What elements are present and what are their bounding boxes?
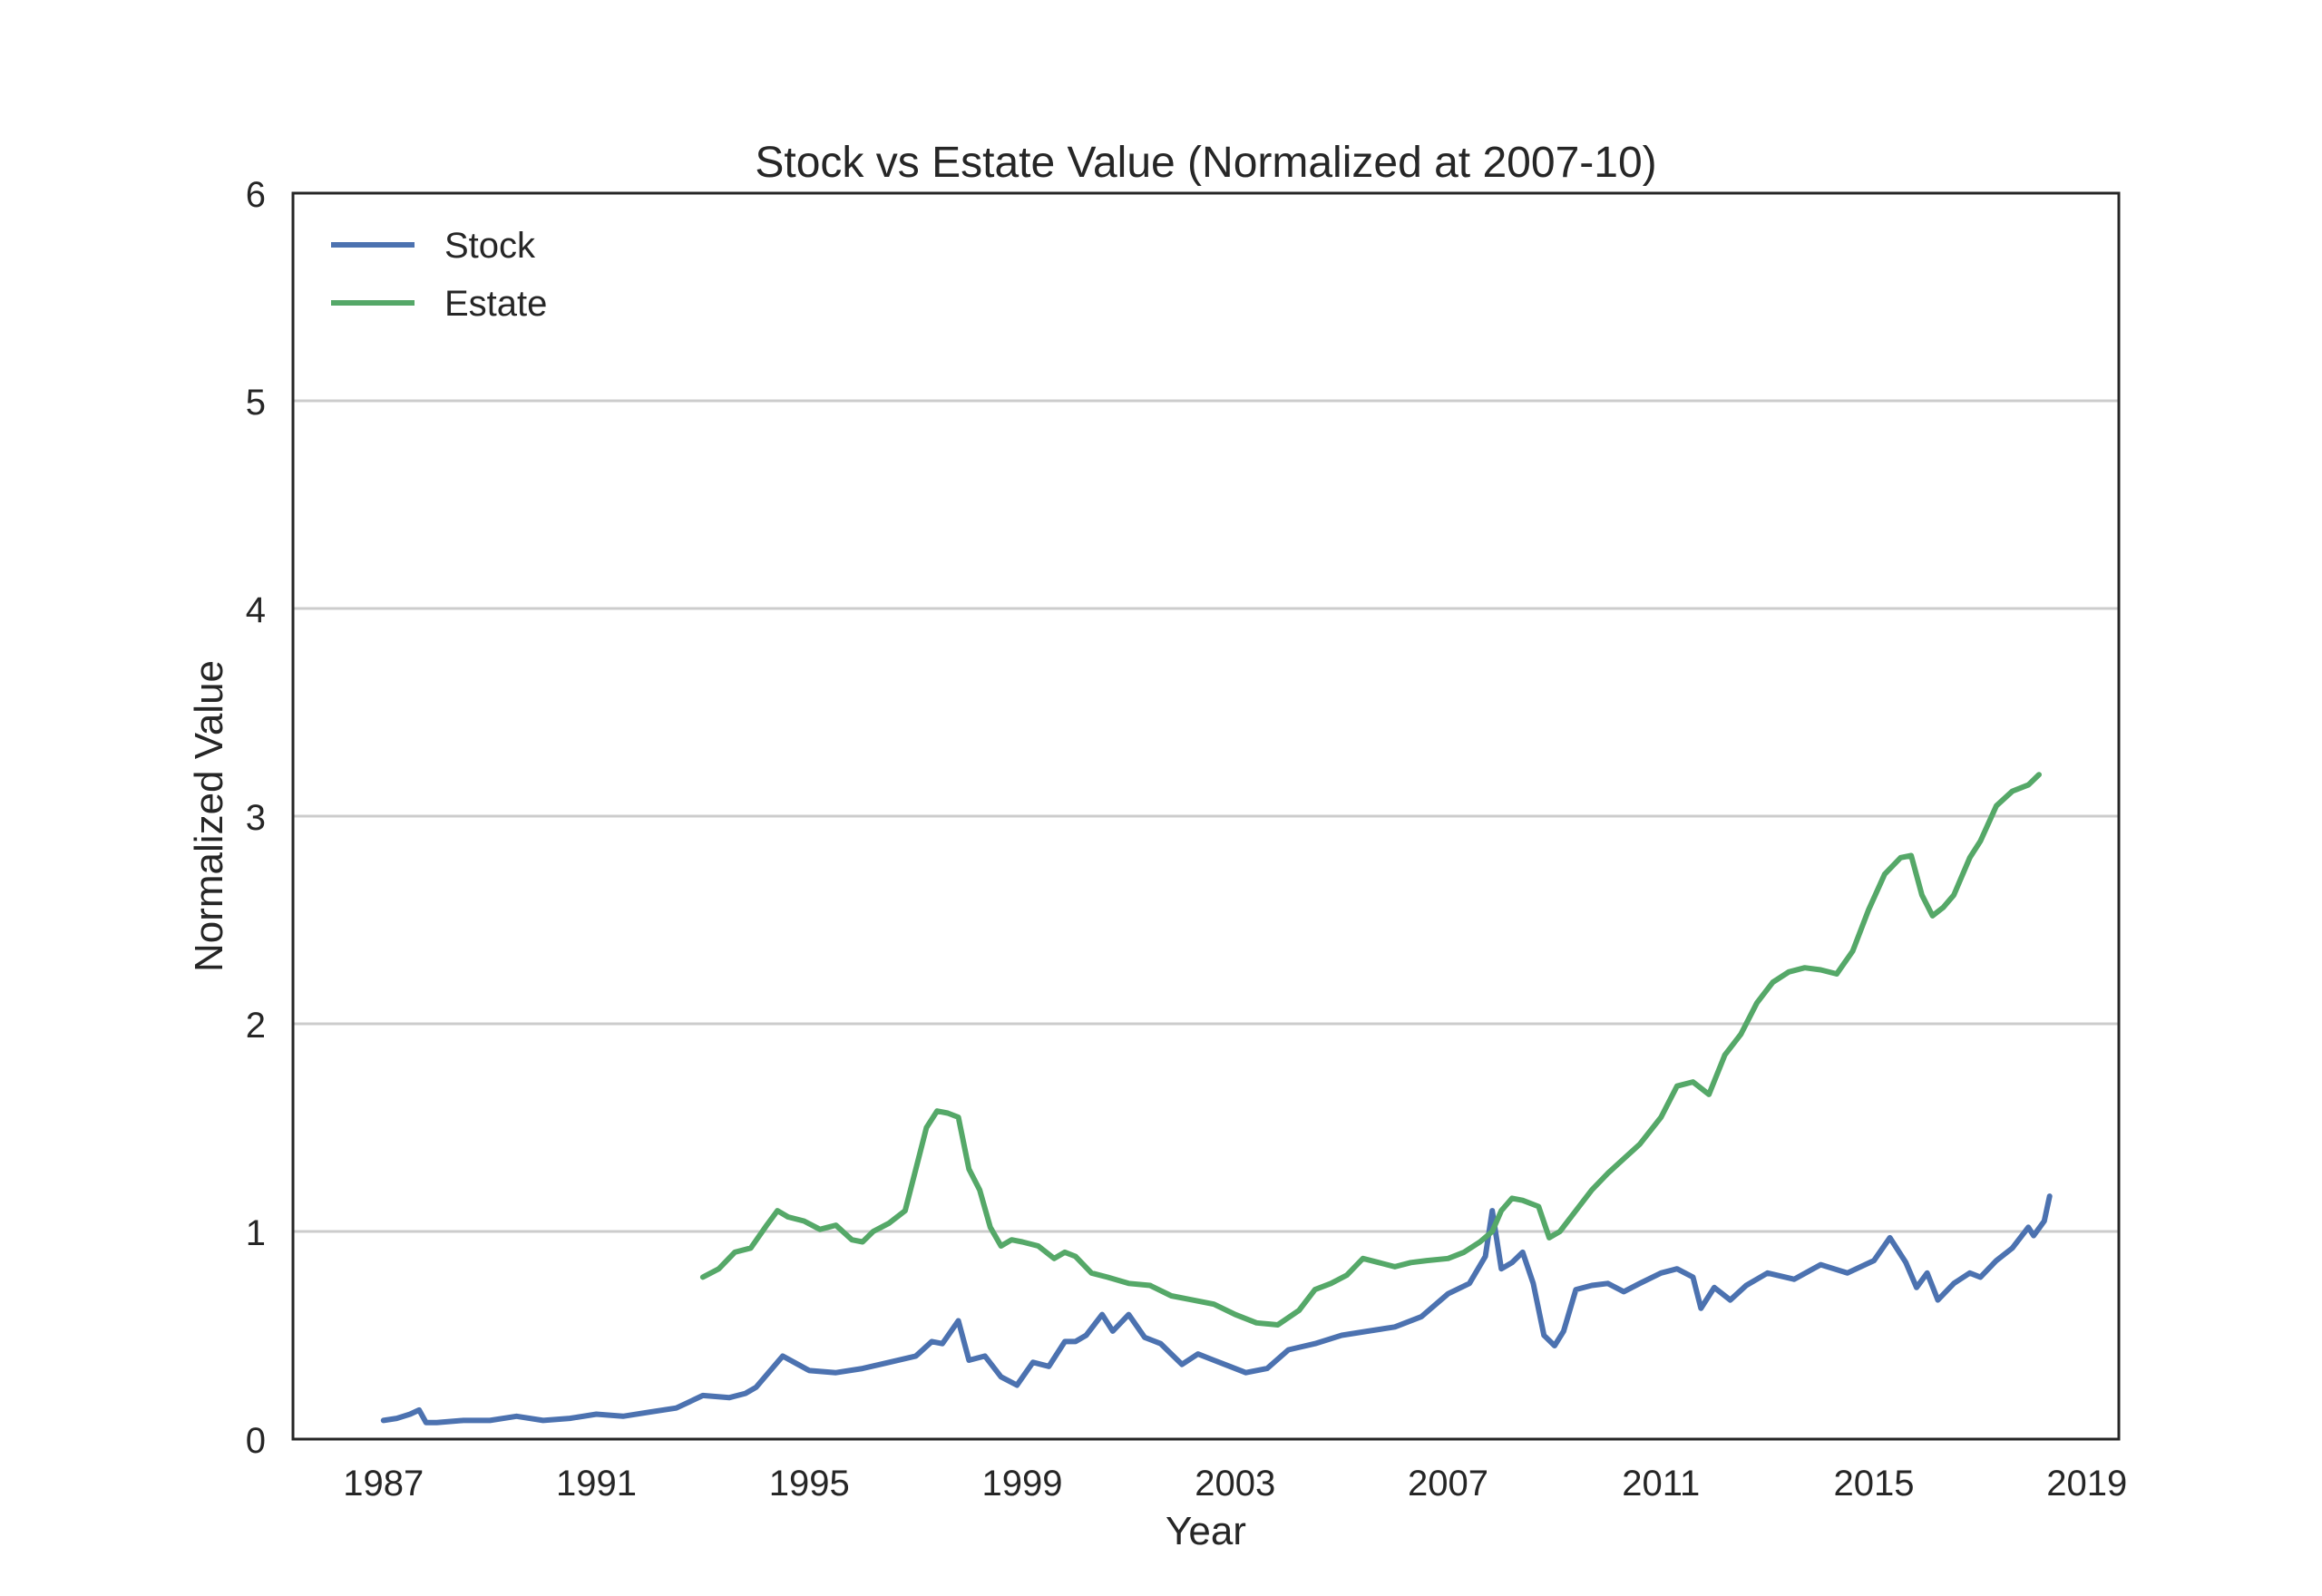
y-tick-label: 5 (246, 383, 266, 423)
y-tick-label: 2 (246, 1006, 266, 1046)
x-tick-label: 2007 (1408, 1464, 1488, 1504)
y-tick-label: 4 (246, 590, 266, 630)
series-line-estate (699, 772, 2042, 1328)
x-tick-label: 2015 (1834, 1464, 1915, 1504)
x-tick-label: 1999 (982, 1464, 1063, 1504)
grid-lines (293, 399, 2119, 1233)
x-tick-label: 2019 (2046, 1464, 2127, 1504)
series-lines (380, 772, 2053, 1426)
x-tick-label: 2011 (1622, 1464, 1700, 1504)
series-line-stock (380, 1193, 2053, 1426)
chart-title: Stock vs Estate Value (Normalized at 200… (755, 139, 1656, 187)
x-axis-label: Year (1166, 1509, 1246, 1553)
y-tick-label: 6 (246, 175, 266, 215)
plot-frame (291, 191, 2121, 1441)
x-tick-label: 1987 (343, 1464, 424, 1504)
y-axis: 0 1 2 3 4 5 6 (246, 175, 266, 1461)
legend-label-estate: Estate (444, 284, 547, 324)
x-tick-label: 1995 (769, 1464, 850, 1504)
x-tick-label: 1991 (556, 1464, 637, 1504)
legend-label-stock: Stock (444, 226, 536, 266)
y-tick-label: 3 (246, 798, 266, 838)
x-tick-label: 2003 (1195, 1464, 1275, 1504)
legend: Stock Estate (331, 226, 547, 324)
y-tick-label: 0 (246, 1421, 266, 1461)
y-axis-label: Normalized Value (187, 660, 231, 972)
x-axis: 1987 1991 1995 1999 2003 2007 2011 2015 2019 (343, 1464, 2127, 1504)
y-tick-label: 1 (246, 1213, 266, 1253)
